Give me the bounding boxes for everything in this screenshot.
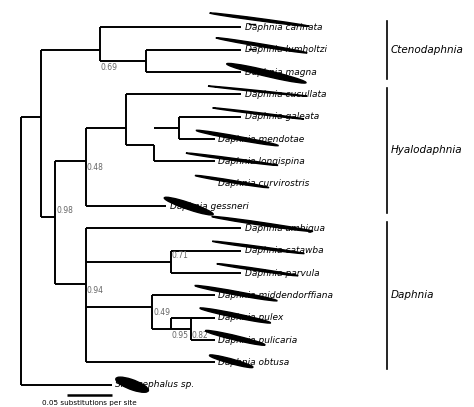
Ellipse shape [200,308,271,323]
Text: Daphnia: Daphnia [391,291,435,300]
Text: 0.49: 0.49 [154,309,171,317]
Ellipse shape [212,217,313,232]
Text: 0.98: 0.98 [56,206,73,215]
Ellipse shape [210,13,310,26]
Text: Daphnia pulex: Daphnia pulex [218,313,283,322]
Text: Daphnia lumholtzi: Daphnia lumholtzi [245,45,327,54]
Text: Daphnia carinata: Daphnia carinata [245,23,322,32]
Text: 0.05 substitutions per site: 0.05 substitutions per site [42,400,137,406]
Text: Simocephalus sp.: Simocephalus sp. [115,380,194,389]
Text: 0.71: 0.71 [172,251,189,260]
Ellipse shape [210,355,253,368]
Text: Daphnia cucullata: Daphnia cucullata [245,90,326,99]
Text: 0.95: 0.95 [172,330,189,340]
Ellipse shape [208,86,307,96]
Ellipse shape [212,241,304,254]
Text: Daphnia mendotae: Daphnia mendotae [218,135,304,144]
Ellipse shape [205,330,265,345]
Text: Daphnia obtusa: Daphnia obtusa [218,358,290,367]
Text: Daphnia parvula: Daphnia parvula [245,269,319,278]
Text: Daphnia ambigua: Daphnia ambigua [245,224,325,233]
Text: Daphnia galeata: Daphnia galeata [245,112,319,121]
Ellipse shape [227,63,306,83]
Text: 0.48: 0.48 [87,163,104,172]
Text: Daphnia pulicaria: Daphnia pulicaria [218,335,298,345]
Text: 0.94: 0.94 [87,286,104,295]
Ellipse shape [116,377,148,392]
Text: Daphnia magna: Daphnia magna [245,68,316,77]
Ellipse shape [216,38,307,53]
Text: Daphnia gessneri: Daphnia gessneri [170,201,248,210]
Text: 0.69: 0.69 [101,63,118,72]
Text: Daphnia catawba: Daphnia catawba [245,246,323,255]
Ellipse shape [195,175,269,188]
Ellipse shape [213,108,304,119]
Text: Ctenodaphnia: Ctenodaphnia [391,45,464,55]
Ellipse shape [186,153,278,165]
Ellipse shape [195,285,277,301]
Ellipse shape [164,197,213,215]
Text: Daphnia middendorffiana: Daphnia middendorffiana [218,291,333,300]
Text: Daphnia longispina: Daphnia longispina [218,157,305,166]
Ellipse shape [217,264,298,276]
Text: 0.82: 0.82 [192,330,209,340]
Ellipse shape [196,130,278,146]
Text: Hyalodaphnia: Hyalodaphnia [391,145,463,155]
Text: Daphnia curvirostris: Daphnia curvirostris [218,179,310,188]
